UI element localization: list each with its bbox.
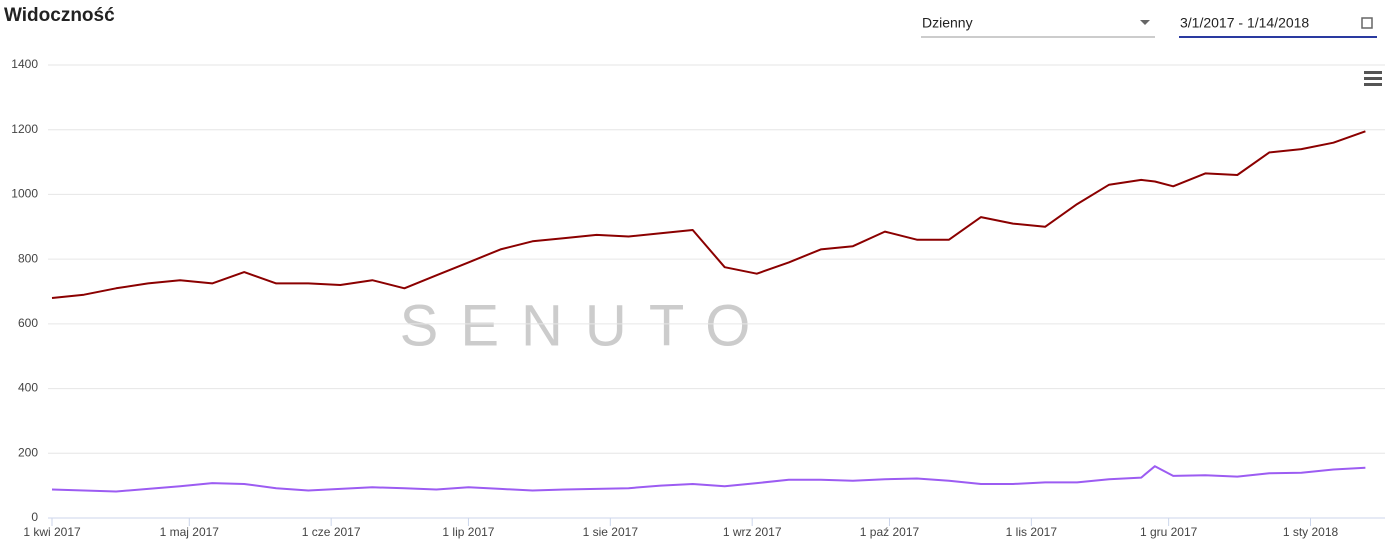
x-tick-label: 1 sie 2017 [583, 525, 639, 539]
chart-title: Widoczność [4, 5, 115, 26]
y-tick-label: 1200 [11, 122, 38, 136]
y-tick-label: 600 [18, 316, 38, 330]
x-tick-label: 1 paź 2017 [860, 525, 920, 539]
x-tick-label: 1 wrz 2017 [723, 525, 782, 539]
dropdown-arrow[interactable] [1140, 20, 1150, 25]
x-tick-label: 1 sty 2018 [1283, 525, 1339, 539]
date-range[interactable]: 3/1/2017 - 1/14/2018 [1179, 15, 1377, 38]
x-tick-label: 1 kwi 2017 [23, 525, 81, 539]
menu-icon[interactable] [1364, 71, 1382, 86]
y-tick-label: 200 [18, 445, 38, 459]
menu-bar[interactable] [1364, 77, 1382, 80]
x-tick-label: 1 maj 2017 [160, 525, 220, 539]
x-tick-label: 1 lis 2017 [1006, 525, 1058, 539]
calendar-icon[interactable] [1361, 17, 1373, 29]
series-line [51, 130, 1366, 299]
x-tick-label: 1 gru 2017 [1140, 525, 1198, 539]
series-line [51, 465, 1366, 493]
y-tick-label: 400 [18, 381, 38, 395]
x-tick-label: 1 cze 2017 [302, 525, 361, 539]
y-tick-label: 1000 [11, 187, 38, 201]
y-tick-label: 1400 [11, 57, 38, 71]
x-tick-label: 1 lip 2017 [442, 525, 494, 539]
menu-bar[interactable] [1364, 71, 1382, 74]
watermark: SENUTO [400, 293, 773, 358]
interval-value[interactable]: Dzienny [922, 15, 973, 31]
menu-bar[interactable] [1364, 83, 1382, 86]
y-tick-label: 800 [18, 251, 38, 265]
y-tick-label: 0 [31, 510, 38, 524]
interval-select[interactable]: Dzienny [921, 15, 1155, 38]
date-range-value[interactable]: 3/1/2017 - 1/14/2018 [1180, 15, 1309, 31]
